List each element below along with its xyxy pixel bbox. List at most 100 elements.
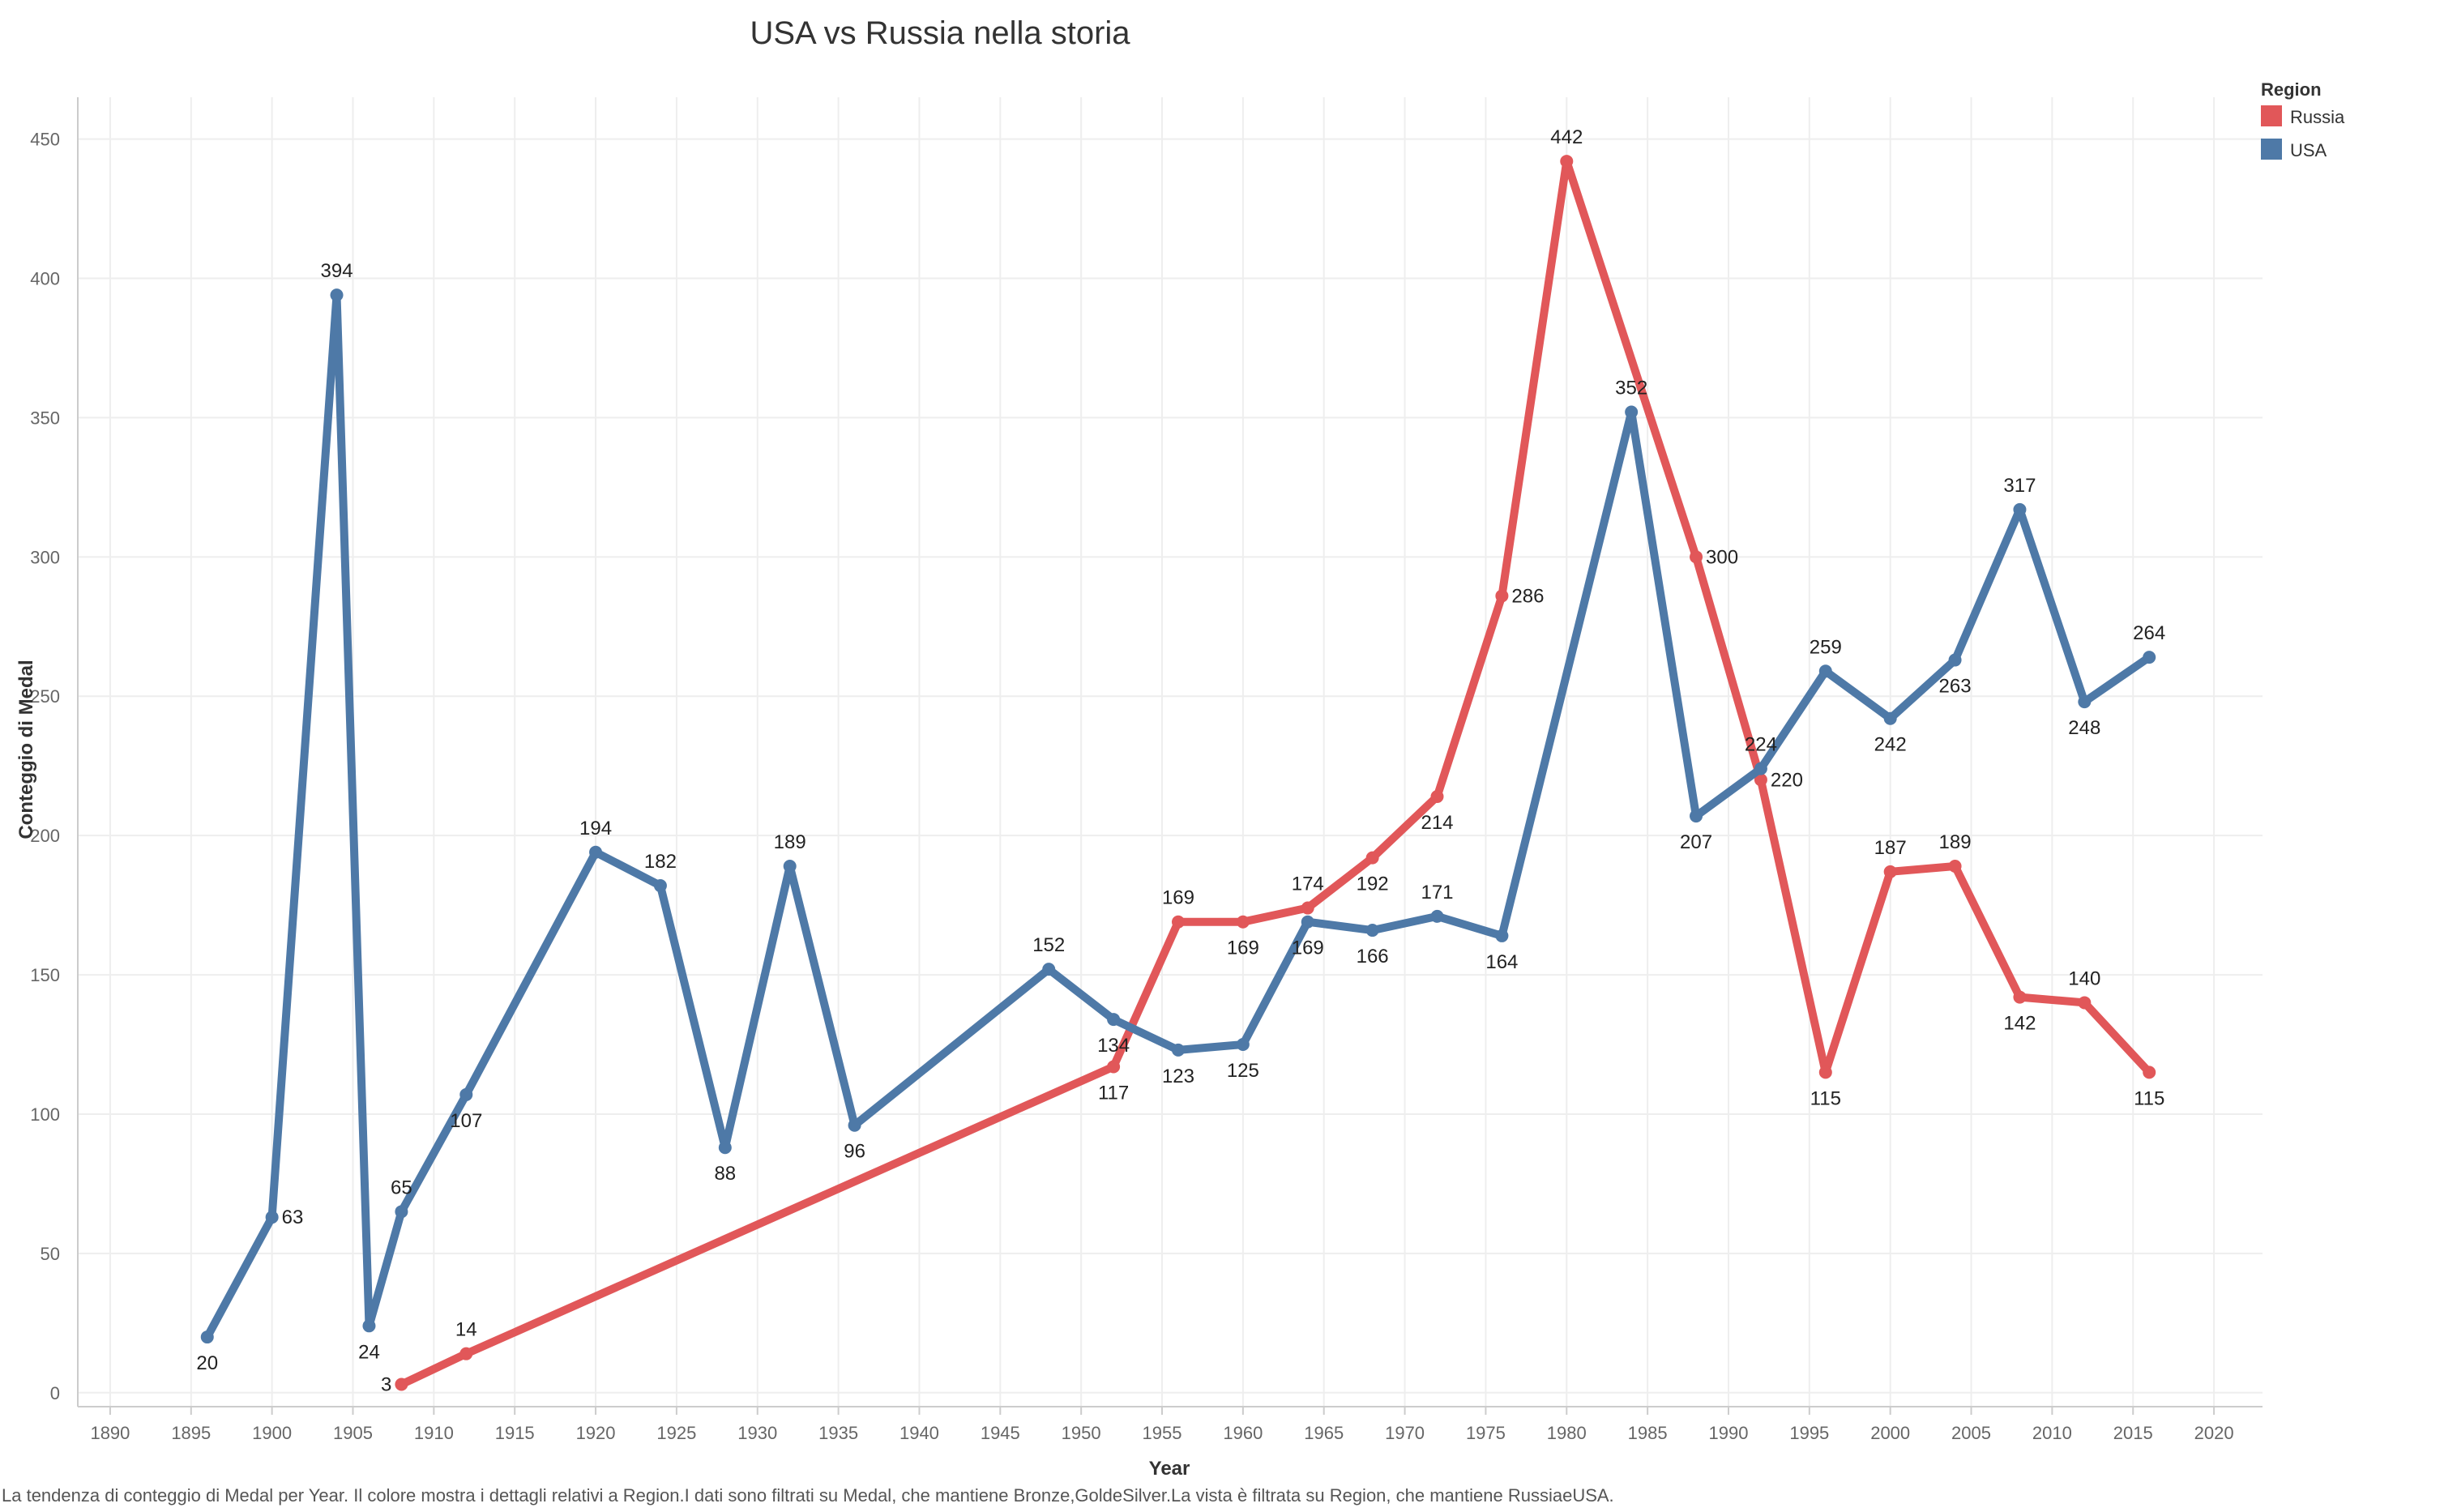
legend-label-russia[interactable]: Russia [2290,107,2345,127]
y-tick-label: 250 [30,686,60,707]
data-point-usa[interactable] [718,1141,732,1155]
data-label-usa: 317 [2003,475,2036,497]
data-point-usa[interactable] [848,1118,861,1132]
data-label-russia: 300 [1706,546,1738,568]
data-point-russia[interactable] [2013,990,2027,1004]
data-point-russia[interactable] [1430,790,1444,804]
data-labels: 3 14 117 169 169 174 192 214 286 442 300 220 115 187 1… [196,126,2165,1395]
data-point-russia[interactable] [1171,915,1185,929]
data-label-usa: 123 [1162,1066,1194,1087]
data-point-russia[interactable] [1818,1066,1832,1079]
data-label-usa: 242 [1874,734,1907,756]
data-point-russia[interactable] [1690,550,1703,564]
data-point-usa[interactable] [2078,695,2092,709]
x-tick-label: 1925 [656,1423,696,1443]
data-label-usa: 182 [644,851,677,873]
y-tick-label: 400 [30,268,60,288]
data-point-usa[interactable] [2013,502,2027,516]
x-tick-label: 1965 [1304,1423,1344,1443]
data-point-russia[interactable] [1948,859,1962,873]
x-tick-label: 1995 [1789,1423,1829,1443]
x-tick-label: 1945 [981,1423,1020,1443]
data-label-usa: 207 [1680,831,1712,853]
data-label-usa: 264 [2133,622,2165,644]
data-point-usa[interactable] [1948,653,1962,667]
data-point-russia[interactable] [1754,773,1767,787]
data-point-usa[interactable] [1430,909,1444,923]
data-label-russia: 192 [1357,873,1389,895]
data-point-usa[interactable] [1236,1038,1250,1052]
data-label-usa: 20 [196,1352,218,1374]
data-point-usa[interactable] [1818,664,1832,678]
data-point-usa[interactable] [653,879,667,893]
chart-caption: La tendenza di conteggio di Medal per Ye… [2,1485,1614,1506]
data-point-usa[interactable] [395,1205,408,1219]
series-line-russia[interactable] [397,157,2154,1389]
series-lines [200,155,2156,1391]
data-point-usa[interactable] [362,1319,376,1333]
data-point-russia[interactable] [1236,915,1250,929]
data-label-usa: 96 [844,1141,865,1163]
data-point-usa[interactable] [783,859,797,873]
x-tick-label: 1960 [1223,1423,1263,1443]
data-point-usa[interactable] [1042,963,1056,976]
data-label-usa: 169 [1292,938,1324,959]
data-point-usa[interactable] [589,845,603,859]
data-label-usa: 65 [391,1177,412,1198]
data-point-usa[interactable] [1171,1043,1185,1057]
x-tick-label: 2020 [2194,1423,2234,1443]
legend-swatch-russia [2261,105,2282,126]
data-point-russia[interactable] [2078,996,2092,1010]
data-point-usa[interactable] [459,1087,473,1101]
y-tick-label: 350 [30,408,60,428]
x-tick-label: 1970 [1385,1423,1425,1443]
x-tick-label: 1990 [1709,1423,1749,1443]
legend-label-usa[interactable]: USA [2290,140,2327,160]
data-point-russia[interactable] [1365,851,1379,865]
data-point-russia[interactable] [395,1377,408,1391]
series-line-usa[interactable] [203,291,2154,1341]
data-label-russia: 189 [1939,831,1972,853]
data-label-russia: 140 [2068,967,2100,989]
data-label-russia: 220 [1771,769,1803,791]
data-point-usa[interactable] [265,1211,279,1224]
x-tick-label: 2010 [2032,1423,2072,1443]
x-tick-label: 1900 [252,1423,292,1443]
data-label-usa: 152 [1032,934,1065,956]
data-label-russia: 169 [1227,938,1259,959]
data-point-usa[interactable] [1107,1013,1121,1027]
data-label-usa: 171 [1421,882,1453,903]
data-point-russia[interactable] [1107,1060,1121,1074]
legend: Region Russia USA [2261,79,2345,160]
x-tick-label: 1915 [495,1423,535,1443]
data-label-usa: 134 [1097,1035,1130,1057]
data-label-usa: 263 [1939,676,1972,698]
data-point-usa[interactable] [330,288,344,302]
x-tick-label: 1985 [1628,1423,1668,1443]
x-tick-label: 2000 [1870,1423,1910,1443]
data-point-russia[interactable] [459,1347,473,1360]
data-label-russia: 14 [455,1319,477,1341]
data-point-usa[interactable] [1301,915,1314,929]
data-label-usa: 24 [358,1341,380,1363]
data-point-russia[interactable] [1301,901,1314,915]
x-tick-label: 1935 [818,1423,858,1443]
data-point-usa[interactable] [1625,405,1639,419]
data-point-usa[interactable] [1495,929,1509,942]
data-point-usa[interactable] [1883,711,1897,725]
data-label-russia: 286 [1511,585,1544,607]
data-point-usa[interactable] [200,1330,214,1344]
data-point-russia[interactable] [2143,1066,2156,1079]
x-tick-label: 1910 [414,1423,454,1443]
data-point-usa[interactable] [1754,762,1767,775]
x-tick-label: 1940 [899,1423,939,1443]
data-point-russia[interactable] [1883,865,1897,878]
data-point-usa[interactable] [2143,651,2156,664]
data-point-russia[interactable] [1560,155,1574,169]
y-tick-label: 0 [50,1383,60,1403]
data-point-usa[interactable] [1365,924,1379,938]
x-tick-label: 1890 [90,1423,130,1443]
data-point-russia[interactable] [1495,589,1509,603]
data-point-usa[interactable] [1690,809,1703,823]
data-label-usa: 189 [774,831,806,853]
